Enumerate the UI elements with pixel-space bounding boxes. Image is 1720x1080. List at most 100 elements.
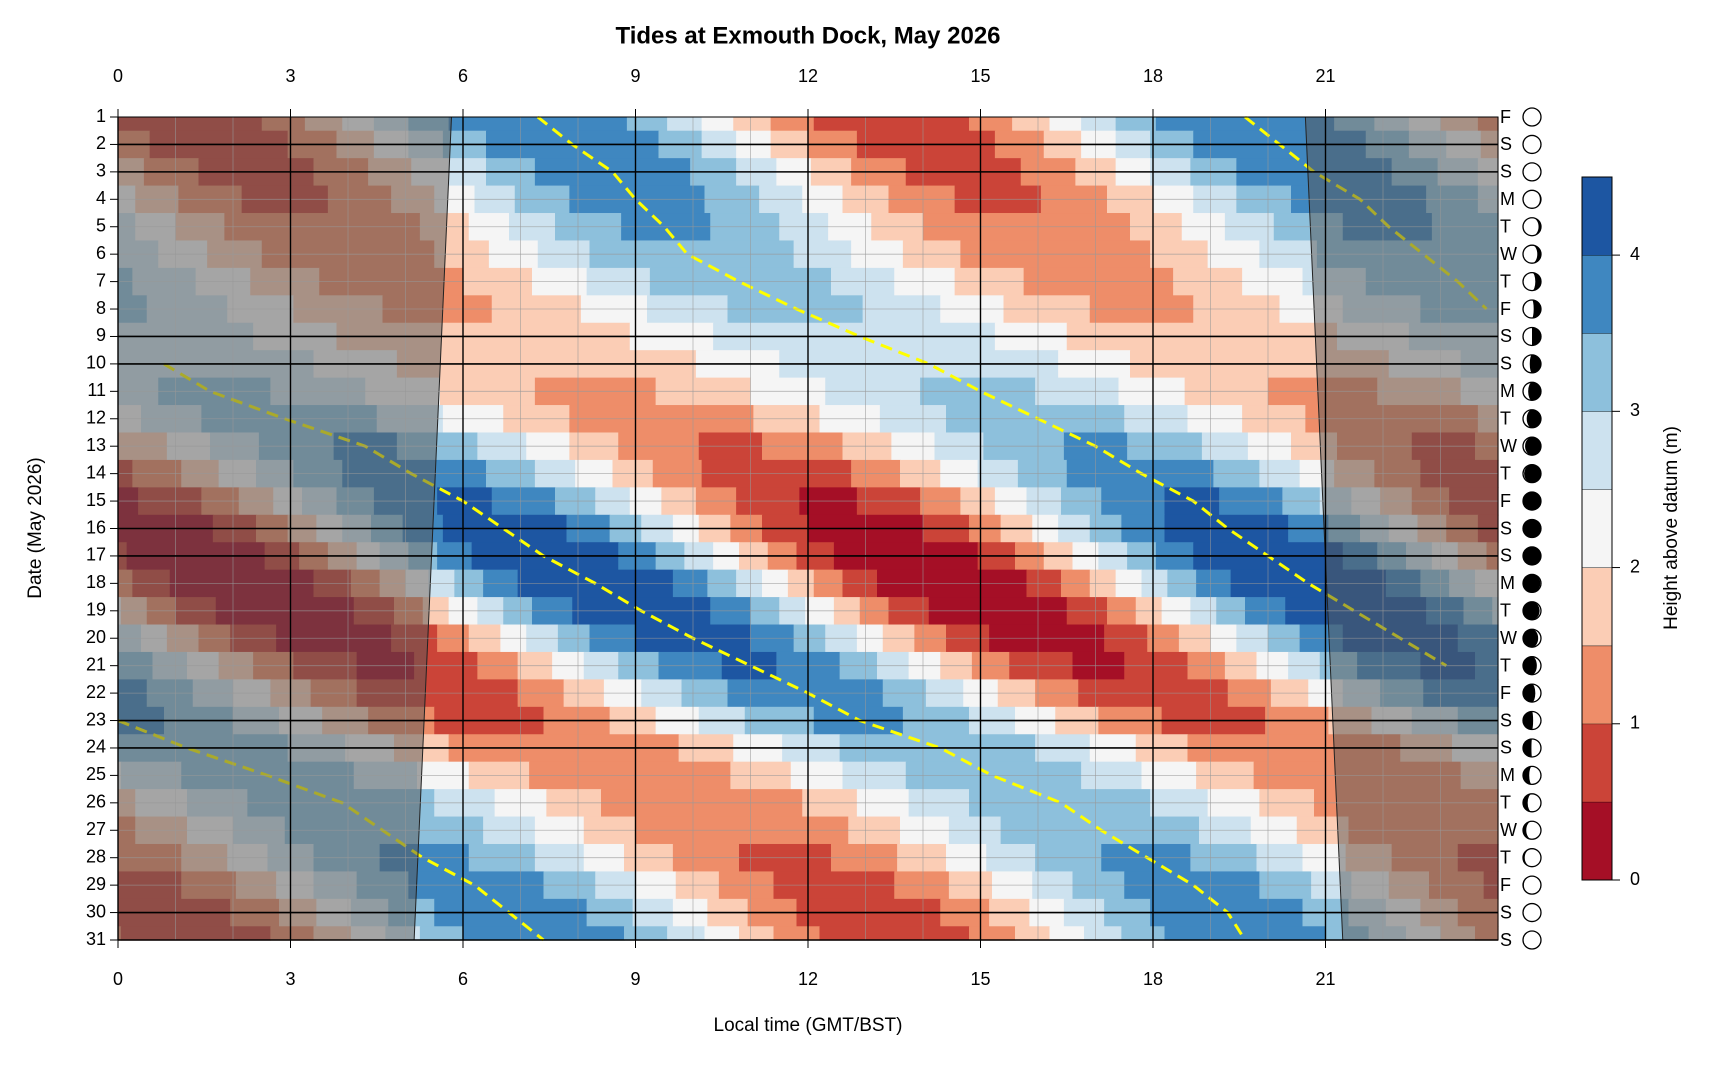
y-axis-label: Date (May 2026) — [25, 457, 46, 599]
moon-icon — [1522, 326, 1542, 347]
moon-icon — [1522, 518, 1542, 539]
moon-icon — [1522, 409, 1542, 429]
height-band — [1115, 117, 1157, 132]
moon-icon — [1522, 601, 1542, 621]
x-tick-label-top: 6 — [458, 66, 468, 86]
height-band — [1164, 926, 1327, 941]
x-tick-label: 15 — [970, 969, 990, 989]
moon-shadow — [1532, 300, 1541, 319]
height-band — [448, 117, 628, 132]
y-tick-label: 23 — [86, 709, 106, 729]
x-tick-label: 9 — [630, 969, 640, 989]
x-axis-label: Local time (GMT/BST) — [714, 1015, 903, 1036]
weekday-label: S — [1500, 738, 1512, 758]
moon-icon — [1522, 875, 1542, 895]
weekday-label: S — [1500, 902, 1512, 922]
x-tick-label: 3 — [285, 969, 295, 989]
y-tick-label: 15 — [86, 490, 106, 510]
height-band — [813, 117, 970, 132]
height-band — [626, 117, 668, 132]
x-tick-label: 0 — [113, 969, 123, 989]
weekday-label: M — [1500, 573, 1515, 593]
y-tick-label: 29 — [86, 874, 106, 894]
y-tick-label: 10 — [86, 353, 106, 373]
moon-icon — [1522, 463, 1542, 484]
y-tick-label: 25 — [86, 764, 106, 784]
y-tick-label: 22 — [86, 682, 106, 702]
moon-icon — [1522, 162, 1542, 182]
height-band — [624, 926, 668, 941]
y-tick-label: 30 — [86, 901, 106, 921]
moon-icon — [1522, 189, 1542, 209]
height-band — [1121, 926, 1166, 941]
y-tick-label: 1 — [96, 106, 106, 126]
height-band — [419, 926, 464, 941]
moon-icon — [1522, 299, 1542, 319]
moon-icon — [1522, 738, 1542, 758]
height-band — [969, 926, 1016, 941]
x-tick-label-top: 15 — [970, 66, 990, 86]
colorbar-label: Height above datum (m) — [1661, 426, 1682, 630]
moon-icon — [1522, 710, 1542, 731]
moon-shadow — [1532, 245, 1541, 264]
weekday-label: S — [1500, 546, 1512, 566]
moon-icon — [1522, 573, 1542, 594]
height-band — [1015, 926, 1051, 941]
moon-shadow — [1524, 464, 1541, 483]
moon-shadow — [1523, 492, 1541, 511]
moon-icon — [1522, 628, 1542, 648]
x-tick-label-top: 18 — [1143, 66, 1163, 86]
x-tick-label-top: 21 — [1315, 66, 1335, 86]
moon-shadow — [1523, 711, 1534, 730]
y-tick-label: 26 — [86, 792, 106, 812]
y-tick-label: 20 — [86, 627, 106, 647]
moon-shadow — [1531, 327, 1541, 346]
moon-shadow — [1523, 629, 1539, 648]
colorbar-tick-label: 2 — [1630, 556, 1640, 576]
y-tick-label: 6 — [96, 243, 106, 263]
weekday-label: T — [1500, 847, 1511, 867]
y-tick-label: 4 — [96, 188, 106, 208]
y-tick-label: 11 — [87, 380, 106, 400]
height-band — [463, 926, 625, 941]
weekday-label: W — [1500, 820, 1517, 840]
weekday-label: T — [1500, 271, 1511, 291]
height-band — [770, 117, 815, 132]
weekday-label: T — [1500, 409, 1511, 429]
moon-icon — [1522, 107, 1542, 127]
moon-disc — [1522, 930, 1542, 950]
height-band — [969, 117, 1013, 132]
x-tick-label-top: 12 — [798, 66, 818, 86]
weekday-label: S — [1500, 326, 1512, 346]
moon-icon — [1522, 244, 1542, 264]
moon-shadow — [1528, 382, 1541, 401]
weekday-label: T — [1500, 655, 1511, 675]
x-tick-label: 12 — [798, 969, 818, 989]
moon-shadow — [1523, 766, 1532, 785]
moon-shadow — [1523, 601, 1540, 620]
height-band — [701, 117, 734, 132]
moon-shadow — [1523, 546, 1541, 565]
weekday-label: F — [1500, 683, 1511, 703]
weekday-label: F — [1500, 107, 1511, 127]
colorbar-band — [1582, 255, 1612, 334]
weekday-label: F — [1500, 491, 1511, 511]
moon-shadow — [1523, 574, 1541, 593]
weekday-label: T — [1500, 793, 1511, 813]
high-water-line — [163, 362, 1247, 941]
y-tick-label: 21 — [86, 654, 106, 674]
y-tick-label: 3 — [96, 161, 106, 181]
weekday-label: M — [1500, 381, 1515, 401]
y-tick-label: 5 — [96, 215, 106, 235]
weekday-label: S — [1500, 354, 1512, 374]
x-tick-label-top: 3 — [285, 66, 295, 86]
moon-icon — [1522, 820, 1542, 840]
moon-icon — [1522, 271, 1542, 292]
moon-shadow — [1525, 437, 1541, 456]
colorbar-tick-label: 3 — [1630, 400, 1640, 420]
y-tick-label: 28 — [86, 846, 106, 866]
colorbar-tick-label: 1 — [1630, 713, 1640, 733]
colorbar-band — [1582, 333, 1612, 412]
x-tick-label: 18 — [1143, 969, 1163, 989]
